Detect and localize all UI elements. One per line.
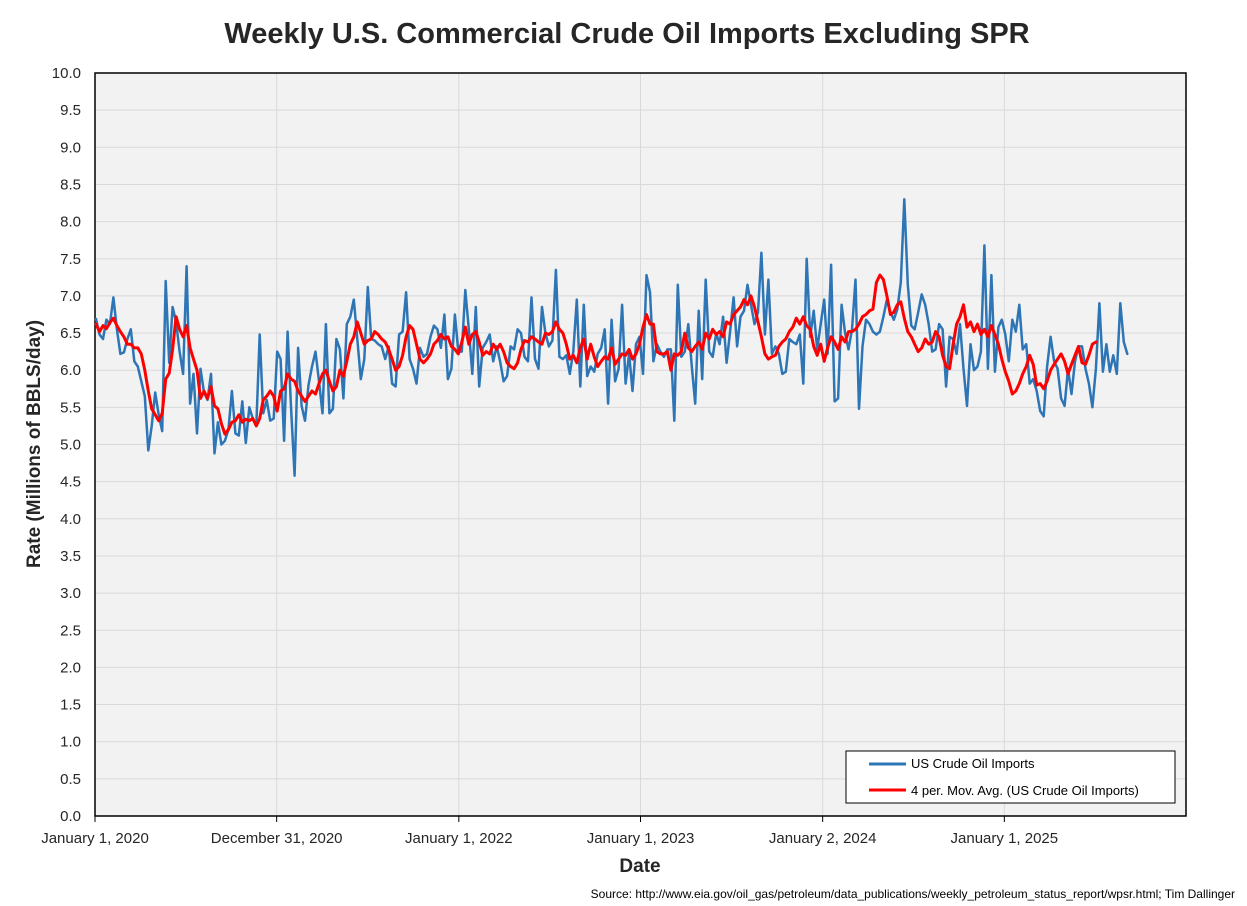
y-axis-tick-labels: 0.0 0.5 1.0 1.5 2.0 2.5 3.0 3.5 4.0 4.5 5.0 5.5 6.0 6… — [52, 65, 81, 825]
x-tick-label: January 1, 2025 — [951, 830, 1059, 847]
y-tick-label: 0.0 — [60, 808, 81, 825]
series-line-imports — [94, 198, 1129, 477]
y-tick-label: 10.0 — [52, 65, 81, 82]
x-axis-label: Date — [619, 856, 660, 877]
y-tick-label: 7.5 — [60, 251, 81, 268]
legend-label-imports: US Crude Oil Imports — [911, 756, 1035, 771]
y-tick-label: 6.0 — [60, 362, 81, 379]
y-tick-label: 1.5 — [60, 697, 81, 714]
y-tick-label: 5.0 — [60, 437, 81, 454]
y-tick-label: 5.5 — [60, 399, 81, 416]
y-tick-label: 3.5 — [60, 548, 81, 565]
grid-vertical — [276, 73, 1005, 816]
y-tick-label: 2.5 — [60, 622, 81, 639]
y-tick-label: 8.0 — [60, 214, 81, 231]
y-tick-label: 9.0 — [60, 139, 81, 156]
y-tick-label: 9.5 — [60, 102, 81, 119]
y-tick-label: 6.5 — [60, 325, 81, 342]
y-tick-label: 2.0 — [60, 659, 81, 676]
y-tick-label: 8.5 — [60, 176, 81, 193]
x-axis-tick-labels: January 1, 2020 December 31, 2020 January … — [41, 830, 1058, 847]
legend-label-moving-average: 4 per. Mov. Avg. (US Crude Oil Imports) — [911, 783, 1139, 798]
x-axis-tick-marks — [94, 816, 1005, 822]
x-tick-label: January 1, 2022 — [405, 830, 513, 847]
chart-title: Weekly U.S. Commercial Crude Oil Imports… — [224, 18, 1030, 50]
y-tick-label: 0.5 — [60, 771, 81, 788]
y-axis-label: Rate (Millions of BBLS/day) — [24, 320, 45, 568]
series-layer — [94, 198, 1129, 477]
y-tick-label: 4.0 — [60, 511, 81, 528]
x-tick-label: January 1, 2023 — [587, 830, 695, 847]
legend: US Crude Oil Imports 4 per. Mov. Avg. (U… — [845, 750, 1176, 804]
series-line-moving-average — [94, 273, 1098, 436]
y-tick-label: 1.0 — [60, 734, 81, 751]
x-tick-label: January 2, 2024 — [769, 830, 877, 847]
x-tick-label: January 1, 2020 — [41, 830, 149, 847]
source-note: Source: http://www.eia.gov/oil_gas/petro… — [590, 887, 1235, 901]
y-tick-label: 4.5 — [60, 474, 81, 491]
x-tick-label: December 31, 2020 — [211, 830, 343, 847]
y-tick-label: 7.0 — [60, 288, 81, 305]
legend-box — [845, 750, 1176, 804]
y-tick-label: 3.0 — [60, 585, 81, 602]
